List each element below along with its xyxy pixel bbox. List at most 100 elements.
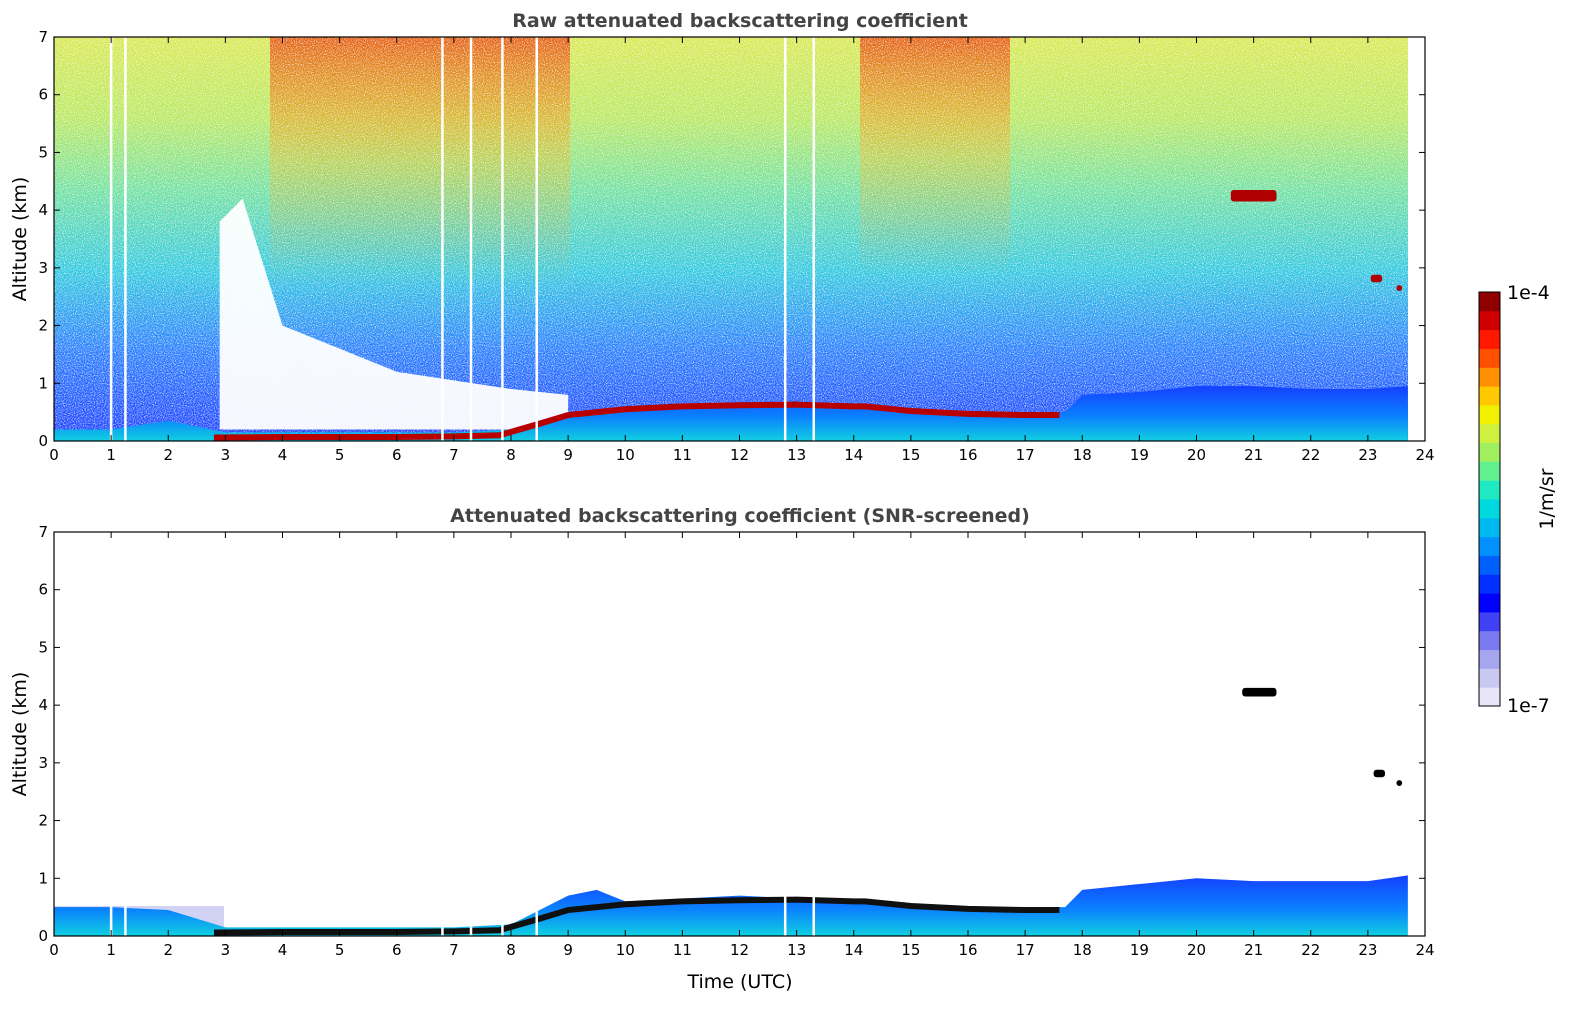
raw-no-data-strip — [1408, 37, 1425, 441]
colorbar-step — [1479, 499, 1500, 519]
x-tick-label: 23 — [1358, 446, 1377, 464]
snr-data-gaps — [109, 532, 816, 936]
x-tick-label: 12 — [730, 446, 749, 464]
cloud-patch — [1396, 780, 1403, 786]
x-tick-label: 8 — [506, 941, 516, 959]
colorbar-step — [1479, 404, 1500, 425]
y-tick-label: 5 — [38, 143, 48, 161]
x-tick-label: 24 — [1415, 446, 1434, 464]
colorbar: 1e-4 1e-7 1/m/sr — [1478, 282, 1558, 717]
cloud-patch — [1230, 189, 1277, 202]
x-tick-label: 0 — [49, 941, 59, 959]
x-tick-label: 12 — [730, 941, 749, 959]
colorbar-max-label: 1e-4 — [1507, 282, 1550, 304]
colorbar-step — [1479, 517, 1500, 538]
snr-heatmap — [54, 532, 1425, 936]
x-tick-label: 17 — [1016, 446, 1035, 464]
y-tick-label: 2 — [38, 812, 48, 830]
colorbar-step — [1479, 292, 1500, 312]
colorbar-step — [1479, 668, 1500, 688]
x-tick-label: 7 — [449, 446, 459, 464]
x-tick-label: 6 — [392, 446, 402, 464]
x-tick-label: 11 — [673, 941, 692, 959]
colorbar-step — [1479, 611, 1500, 632]
colorbar-step — [1479, 536, 1500, 556]
raw-data-gaps — [109, 37, 816, 441]
x-tick-label: 21 — [1244, 446, 1263, 464]
x-tick-label: 16 — [958, 941, 977, 959]
colorbar-step — [1479, 329, 1500, 349]
x-tick-label: 23 — [1358, 941, 1377, 959]
y-tick-label: 3 — [38, 754, 48, 772]
y-tick-label: 5 — [38, 638, 48, 656]
cloud-patch — [1370, 274, 1383, 283]
snr-boundary-layer — [54, 875, 1408, 936]
colorbar-step — [1479, 593, 1500, 613]
x-tick-label: 13 — [787, 941, 806, 959]
y-tick-label: 6 — [38, 86, 48, 104]
cloud-patch — [1396, 285, 1403, 291]
y-tick-label: 7 — [38, 28, 48, 46]
y-tick-label: 1 — [38, 374, 48, 392]
y-tick-label: 3 — [38, 259, 48, 277]
y-tick-label: 2 — [38, 317, 48, 335]
x-tick-label: 17 — [1016, 941, 1035, 959]
x-tick-label: 8 — [506, 446, 516, 464]
colorbar-step — [1479, 574, 1500, 594]
colorbar-step — [1479, 386, 1500, 406]
colorbar-step — [1479, 461, 1500, 481]
x-tick-label: 22 — [1301, 941, 1320, 959]
colorbar-step — [1479, 687, 1500, 707]
y-tick-label: 7 — [38, 523, 48, 541]
colorbar-frame — [1478, 291, 1501, 707]
x-tick-label: 4 — [278, 446, 288, 464]
colorbar-step — [1479, 630, 1500, 651]
colorbar-step — [1479, 649, 1500, 669]
x-tick-label: 13 — [787, 446, 806, 464]
x-tick-label: 2 — [163, 941, 173, 959]
x-tick-label: 10 — [616, 941, 635, 959]
colorbar-unit-label: 1/m/sr — [1536, 468, 1558, 529]
x-tick-label: 2 — [163, 446, 173, 464]
colorbar-step — [1479, 555, 1500, 575]
raw-strong-layer — [213, 401, 1060, 441]
x-tick-label: 14 — [844, 446, 863, 464]
x-tick-label: 7 — [449, 941, 459, 959]
x-tick-label: 15 — [901, 941, 920, 959]
raw-heatmap — [54, 37, 1425, 441]
colorbar-step — [1479, 480, 1500, 500]
x-tick-label: 24 — [1415, 941, 1434, 959]
x-tick-label: 5 — [335, 941, 345, 959]
x-tick-label: 22 — [1301, 446, 1320, 464]
x-tick-label: 18 — [1073, 446, 1092, 464]
raw-y-axis-label: Altitude (km) — [9, 177, 31, 302]
x-tick-label: 14 — [844, 941, 863, 959]
y-tick-label: 4 — [38, 696, 48, 714]
raw-clear-region — [219, 198, 569, 430]
raw-boundary-layer — [54, 386, 1408, 441]
x-tick-label: 21 — [1244, 941, 1263, 959]
x-tick-label: 9 — [563, 941, 573, 959]
x-tick-label: 20 — [1187, 941, 1206, 959]
y-tick-label: 1 — [38, 869, 48, 887]
x-tick-label: 18 — [1073, 941, 1092, 959]
x-tick-label: 5 — [335, 446, 345, 464]
x-axis-label: Time (UTC) — [686, 971, 792, 993]
x-tick-label: 6 — [392, 941, 402, 959]
colorbar-step — [1479, 367, 1500, 387]
y-tick-label: 0 — [38, 432, 48, 450]
x-tick-label: 15 — [901, 446, 920, 464]
cloud-patch — [1242, 687, 1277, 697]
x-tick-label: 3 — [221, 941, 231, 959]
snr-x-axis: 0 1 2 3 4 5 6 7 8 9 10 11 12 13 14 15 16 17 18 19 20 21 22 23 24 — [49, 532, 1435, 959]
raw-backscatter-panel: Raw attenuated backscattering coefficien… — [9, 10, 1435, 464]
x-tick-label: 19 — [1130, 446, 1149, 464]
raw-y-axis: 0 1 2 3 4 5 6 7 — [38, 28, 1425, 450]
x-tick-label: 16 — [958, 446, 977, 464]
colorbar-min-label: 1e-7 — [1507, 695, 1550, 717]
x-tick-label: 4 — [278, 941, 288, 959]
cloud-patch — [1373, 769, 1386, 778]
y-tick-label: 4 — [38, 201, 48, 219]
colorbar-step — [1479, 348, 1500, 368]
